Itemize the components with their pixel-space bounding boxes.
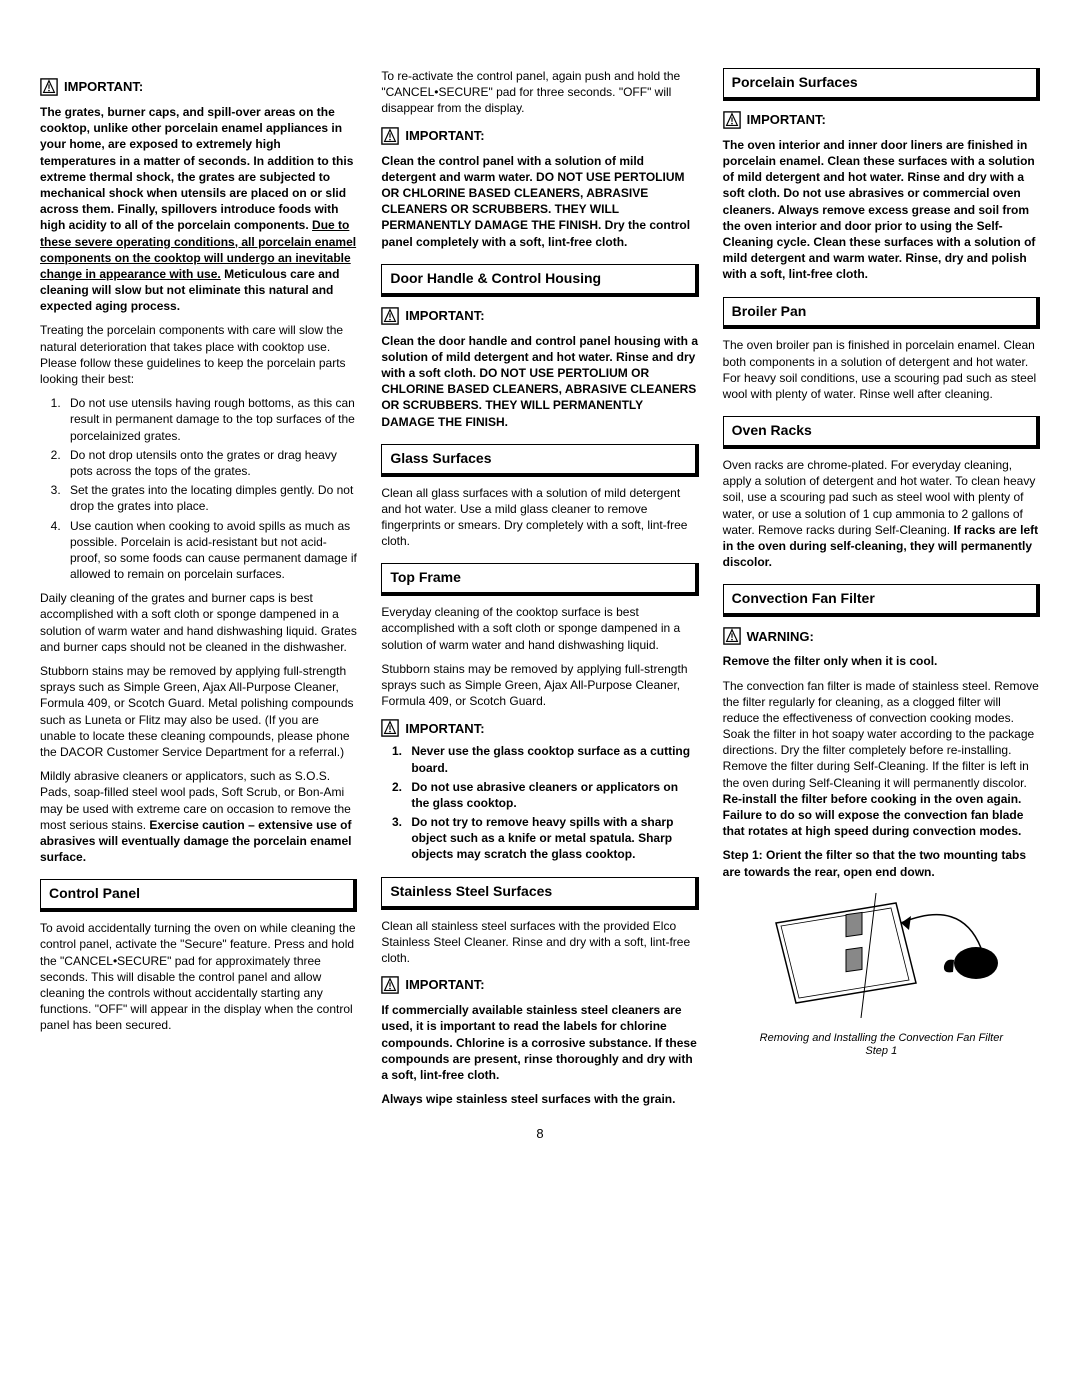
list-item: Set the grates into the locating dimples… <box>64 482 357 514</box>
warning-callout: WARNING: <box>723 627 1040 645</box>
section-top-frame: Top Frame <box>381 563 698 596</box>
column-3: Porcelain Surfaces IMPORTANT: The oven i… <box>723 68 1040 1115</box>
section-glass-surfaces: Glass Surfaces <box>381 444 698 477</box>
page-number: 8 <box>40 1125 1040 1143</box>
section-porcelain-surfaces: Porcelain Surfaces <box>723 68 1040 101</box>
important-callout: IMPORTANT: <box>381 719 698 737</box>
glass-surfaces-paragraph: Clean all glass surfaces with a solution… <box>381 485 698 550</box>
alert-icon <box>40 78 58 96</box>
important-label: IMPORTANT: <box>405 307 484 325</box>
door-handle-important: Clean the door handle and control panel … <box>381 333 698 430</box>
intro-paragraph: The grates, burner caps, and spill-over … <box>40 104 357 314</box>
warning-label: WARNING: <box>747 628 814 646</box>
alert-icon <box>381 976 399 994</box>
column-2: To re-activate the control panel, again … <box>381 68 698 1115</box>
alert-icon <box>381 307 399 325</box>
stainless-steel-paragraph: Clean all stainless steel surfaces with … <box>381 918 698 967</box>
filter-diagram-icon <box>751 888 1011 1028</box>
broiler-pan-paragraph: The oven broiler pan is finished in porc… <box>723 337 1040 402</box>
alert-icon <box>381 719 399 737</box>
control-panel-continued: To re-activate the control panel, again … <box>381 68 698 117</box>
alert-icon <box>381 127 399 145</box>
section-oven-racks: Oven Racks <box>723 416 1040 449</box>
list-item: Do not drop utensils onto the grates or … <box>64 447 357 479</box>
section-stainless-steel: Stainless Steel Surfaces <box>381 877 698 910</box>
convection-warning: Remove the filter only when it is cool. <box>723 653 1040 669</box>
top-frame-paragraph-1: Everyday cleaning of the cooktop surface… <box>381 604 698 653</box>
section-broiler-pan: Broiler Pan <box>723 297 1040 330</box>
porcelain-guidelines-list: Do not use utensils having rough bottoms… <box>64 395 357 582</box>
section-door-handle: Door Handle & Control Housing <box>381 264 698 297</box>
column-1: IMPORTANT: The grates, burner caps, and … <box>40 68 357 1115</box>
important-callout: IMPORTANT: <box>381 127 698 145</box>
abrasive-caution-paragraph: Mildly abrasive cleaners or applicators,… <box>40 768 357 865</box>
control-panel-paragraph: To avoid accidentally turning the oven o… <box>40 920 357 1033</box>
figure-caption: Removing and Installing the Convection F… <box>723 1032 1040 1058</box>
important-callout: IMPORTANT: <box>723 111 1040 129</box>
control-panel-important: Clean the control panel with a solution … <box>381 153 698 250</box>
list-item: Do not use utensils having rough bottoms… <box>64 395 357 444</box>
important-label: IMPORTANT: <box>405 720 484 738</box>
important-callout: IMPORTANT: <box>381 976 698 994</box>
stubborn-stains-paragraph: Stubborn stains may be removed by applyi… <box>40 663 357 760</box>
treating-paragraph: Treating the porcelain components with c… <box>40 322 357 387</box>
oven-racks-paragraph: Oven racks are chrome-plated. For everyd… <box>723 457 1040 570</box>
stainless-steel-grain: Always wipe stainless steel surfaces wit… <box>381 1091 698 1107</box>
list-item: Do not try to remove heavy spills with a… <box>405 814 698 863</box>
convection-paragraph: The convection fan filter is made of sta… <box>723 678 1040 840</box>
top-frame-important-list: Never use the glass cooktop surface as a… <box>405 743 698 862</box>
alert-icon <box>723 627 741 645</box>
daily-cleaning-paragraph: Daily cleaning of the grates and burner … <box>40 590 357 655</box>
important-label: IMPORTANT: <box>747 111 826 129</box>
important-label: IMPORTANT: <box>405 976 484 994</box>
stainless-steel-important: If commercially available stainless stee… <box>381 1002 698 1083</box>
important-label: IMPORTANT: <box>405 127 484 145</box>
convection-step-1: Step 1: Orient the filter so that the tw… <box>723 847 1040 879</box>
important-callout: IMPORTANT: <box>381 307 698 325</box>
section-control-panel: Control Panel <box>40 879 357 912</box>
page-columns: IMPORTANT: The grates, burner caps, and … <box>40 68 1040 1115</box>
important-callout: IMPORTANT: <box>40 78 357 96</box>
list-item: Never use the glass cooktop surface as a… <box>405 743 698 775</box>
important-label: IMPORTANT: <box>64 78 143 96</box>
top-frame-paragraph-2: Stubborn stains may be removed by applyi… <box>381 661 698 710</box>
porcelain-surfaces-important: The oven interior and inner door liners … <box>723 137 1040 283</box>
section-convection-filter: Convection Fan Filter <box>723 584 1040 617</box>
filter-figure: Removing and Installing the Convection F… <box>723 888 1040 1058</box>
alert-icon <box>723 111 741 129</box>
list-item: Use caution when cooking to avoid spills… <box>64 518 357 583</box>
list-item: Do not use abrasive cleaners or applicat… <box>405 779 698 811</box>
